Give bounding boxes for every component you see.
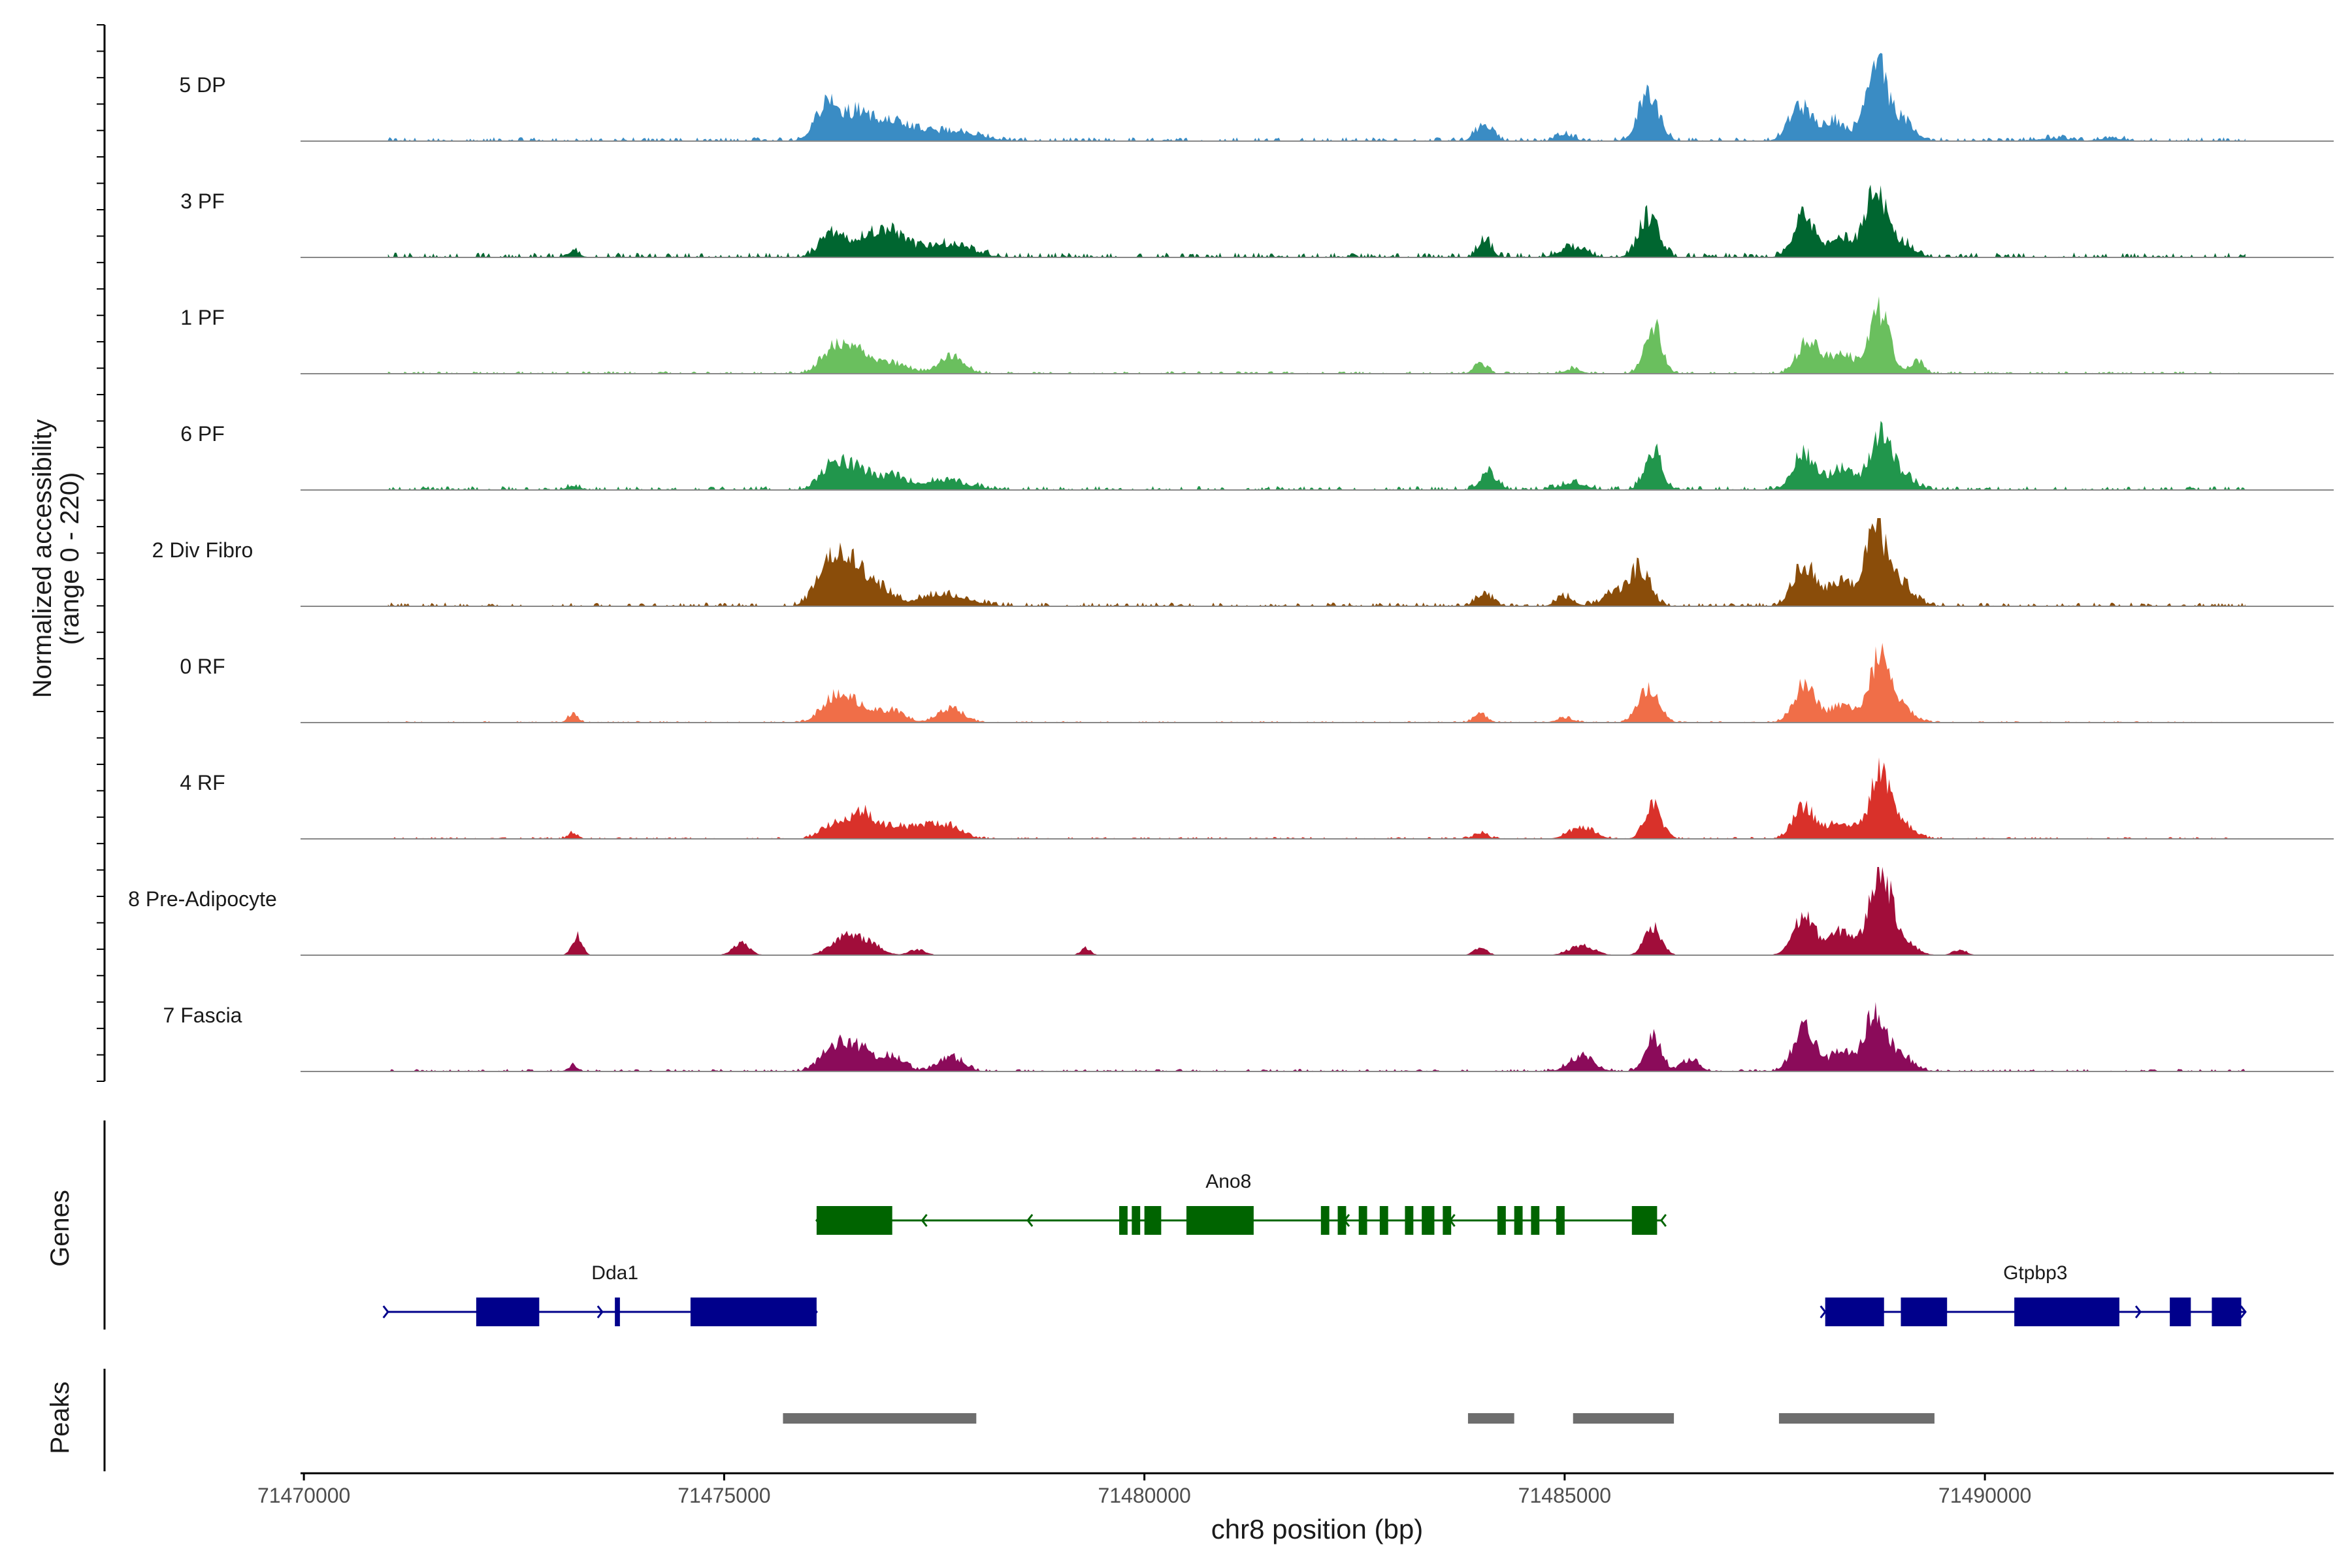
track-4-rf: 4 RF <box>180 757 2334 840</box>
gene-exon <box>1405 1206 1414 1235</box>
gene-gtpbp3: Gtpbp3 <box>1820 1262 2247 1326</box>
coverage-area <box>387 421 2246 490</box>
coverage-area <box>387 643 2246 723</box>
genes-panel: Genes Ano8 Dda1 Gtpbp3 <box>46 1120 2247 1330</box>
strand-chevron <box>1659 1214 1667 1227</box>
track-label: 0 RF <box>180 655 225 678</box>
strand-chevron <box>1026 1214 1034 1227</box>
coverage-area <box>387 184 2246 257</box>
peak-bars <box>783 1413 1935 1424</box>
track-6-pf: 6 PF <box>180 421 2334 491</box>
coverage-area <box>387 757 2246 839</box>
peaks-panel-label: Peaks <box>46 1381 74 1454</box>
peaks-panel: Peaks <box>46 1369 1935 1471</box>
gene-ano8: Ano8 <box>815 1171 1667 1235</box>
x-axis-ticks: 71470000 71475000 71480000 71485000 71490000 <box>257 1473 2031 1507</box>
gene-label: Dda1 <box>591 1262 638 1284</box>
track-label: 6 PF <box>180 422 225 446</box>
track-2-div-fibro: 2 Div Fibro <box>152 518 2334 607</box>
coverage-area <box>387 867 2246 955</box>
strand-chevron <box>2240 1305 2247 1318</box>
y-axis-title-line1: Normalized accessibility <box>28 419 57 698</box>
strand-chevron <box>921 1214 928 1227</box>
peak-bar <box>1778 1413 1935 1424</box>
gene-exon <box>1497 1206 1506 1235</box>
strand-chevron <box>596 1305 604 1318</box>
coverage-area <box>387 53 2246 141</box>
gene-dda1: Dda1 <box>382 1262 818 1326</box>
track-3-pf: 3 PF <box>180 184 2334 258</box>
track-7-fascia: 7 Fascia <box>163 1002 2334 1072</box>
gene-exon <box>1320 1206 1330 1235</box>
track-8-pre-adipocyte: 8 Pre-Adipocyte <box>128 867 2334 956</box>
strand-chevron <box>382 1305 389 1318</box>
gene-exon <box>1379 1206 1388 1235</box>
x-tick-label: 71475000 <box>678 1484 770 1507</box>
gene-exon <box>690 1298 817 1326</box>
gene-exon <box>1531 1206 1540 1235</box>
gene-exon <box>1825 1298 1884 1326</box>
gene-exon <box>1119 1206 1128 1235</box>
peak-bar <box>783 1413 977 1424</box>
track-label: 7 Fascia <box>163 1004 242 1027</box>
gene-exon <box>2014 1298 2119 1326</box>
gene-exon <box>1556 1206 1565 1235</box>
track-1-pf: 1 PF <box>180 296 2334 374</box>
gene-exon <box>1422 1206 1435 1235</box>
gene-exon <box>1443 1206 1452 1235</box>
track-label: 4 RF <box>180 771 225 794</box>
gene-exon <box>1358 1206 1367 1235</box>
gene-exon <box>2212 1298 2242 1326</box>
peak-bar <box>1467 1413 1514 1424</box>
coverage-area <box>387 1002 2246 1071</box>
x-axis-title: chr8 position (bp) <box>1211 1514 1424 1544</box>
peak-bar <box>1573 1413 1674 1424</box>
track-label: 5 DP <box>179 73 225 97</box>
x-tick-label: 71470000 <box>257 1484 350 1507</box>
gene-exon <box>476 1298 540 1326</box>
gene-exon <box>1132 1206 1141 1235</box>
gene-exon <box>1901 1298 1948 1326</box>
x-axis: 71470000 71475000 71480000 71485000 71490000… <box>257 1472 2334 1544</box>
track-5-dp: 5 DP <box>179 53 2334 142</box>
track-label: 1 PF <box>180 306 225 329</box>
gene-exon <box>1631 1206 1658 1235</box>
track-label: 3 PF <box>180 189 225 213</box>
genes-panel-label: Genes <box>46 1190 74 1267</box>
gene-label: Ano8 <box>1205 1171 1251 1192</box>
x-tick-label: 71480000 <box>1098 1484 1190 1507</box>
gene-exon <box>1144 1206 1162 1235</box>
x-tick-label: 71485000 <box>1518 1484 1611 1507</box>
gene-exon <box>2170 1298 2191 1326</box>
coverage-tracks: 5 DP 3 PF 1 PF 6 PF 2 Div Fibro 0 RF 4 RF 8 Pre… <box>97 24 2334 1082</box>
track-label: 8 Pre-Adipocyte <box>128 887 277 911</box>
track-0-rf: 0 RF <box>180 643 2334 723</box>
gene-exon <box>816 1206 892 1235</box>
gene-exon <box>1186 1206 1254 1235</box>
track-label: 2 Div Fibro <box>152 538 253 562</box>
coverage-area <box>387 296 2246 374</box>
x-tick-label: 71490000 <box>1938 1484 2031 1507</box>
y-axis-title: Normalized accessibility (range 0 - 220) <box>28 419 84 698</box>
gene-models: Ano8 Dda1 Gtpbp3 <box>382 1171 2247 1326</box>
strand-chevron <box>2134 1305 2142 1318</box>
gene-exon <box>1514 1206 1523 1235</box>
gene-label: Gtpbp3 <box>2003 1262 2067 1284</box>
gene-exon <box>615 1298 620 1326</box>
y-axis-title-line2: (range 0 - 220) <box>56 472 84 645</box>
strand-chevron <box>1820 1305 1827 1318</box>
gene-exon <box>1337 1206 1347 1235</box>
coverage-area <box>387 518 2246 606</box>
